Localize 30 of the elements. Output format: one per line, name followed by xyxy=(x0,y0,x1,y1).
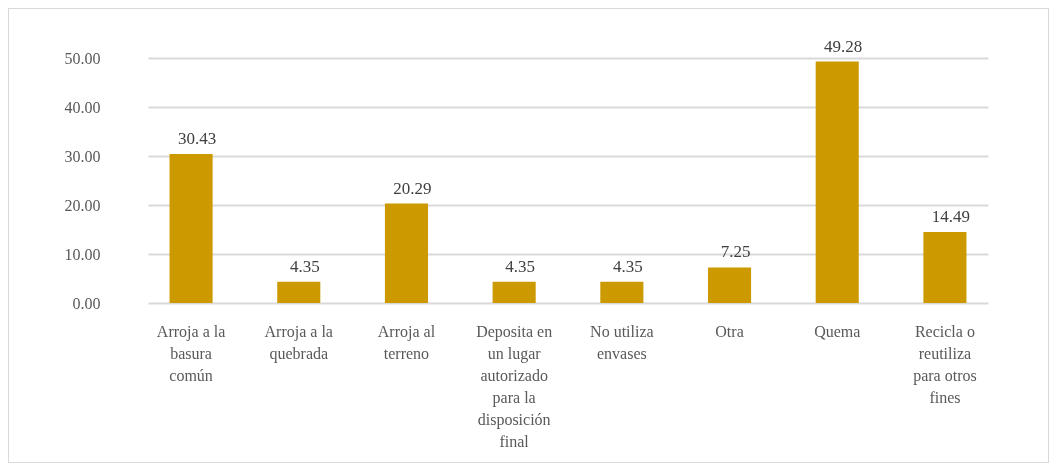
data-label: 4.35 xyxy=(289,256,320,276)
y-tick-label: 20.00 xyxy=(64,196,101,214)
data-label: 49.28 xyxy=(824,36,863,56)
bar xyxy=(277,281,321,303)
bar xyxy=(492,281,536,303)
bar xyxy=(169,153,213,303)
bar xyxy=(923,232,967,303)
data-label: 20.29 xyxy=(393,178,432,198)
y-tick-label: 10.00 xyxy=(64,245,101,263)
x-tick-label: Arroja a la basura común xyxy=(156,322,226,384)
data-label: 4.35 xyxy=(612,256,643,276)
data-label: 7.25 xyxy=(720,242,751,262)
bar xyxy=(815,61,859,303)
x-tick-label: Arroja al terreno xyxy=(377,322,436,362)
bar xyxy=(708,267,752,303)
y-tick-label: 40.00 xyxy=(64,98,101,116)
x-tick-label: Deposita en un lugar autorizado para la disposición final xyxy=(476,322,553,450)
x-tick-label: Arroja a la quebrada xyxy=(264,322,333,363)
x-tick-label: Quema xyxy=(814,322,861,340)
x-tick-label: No utiliza envases xyxy=(590,322,654,362)
data-label: 14.49 xyxy=(931,207,971,226)
y-tick-label: 30.00 xyxy=(64,147,101,165)
x-tick-label: Recicla o reutiliza para otros fines xyxy=(913,322,977,406)
y-tick-label: 50.00 xyxy=(64,49,101,67)
bar xyxy=(384,203,428,303)
y-tick-label: 0.00 xyxy=(72,294,101,312)
x-tick-label: Otra xyxy=(715,322,744,340)
data-label: 30.43 xyxy=(177,128,217,148)
data-label: 4.35 xyxy=(505,256,536,276)
bar xyxy=(600,281,644,303)
